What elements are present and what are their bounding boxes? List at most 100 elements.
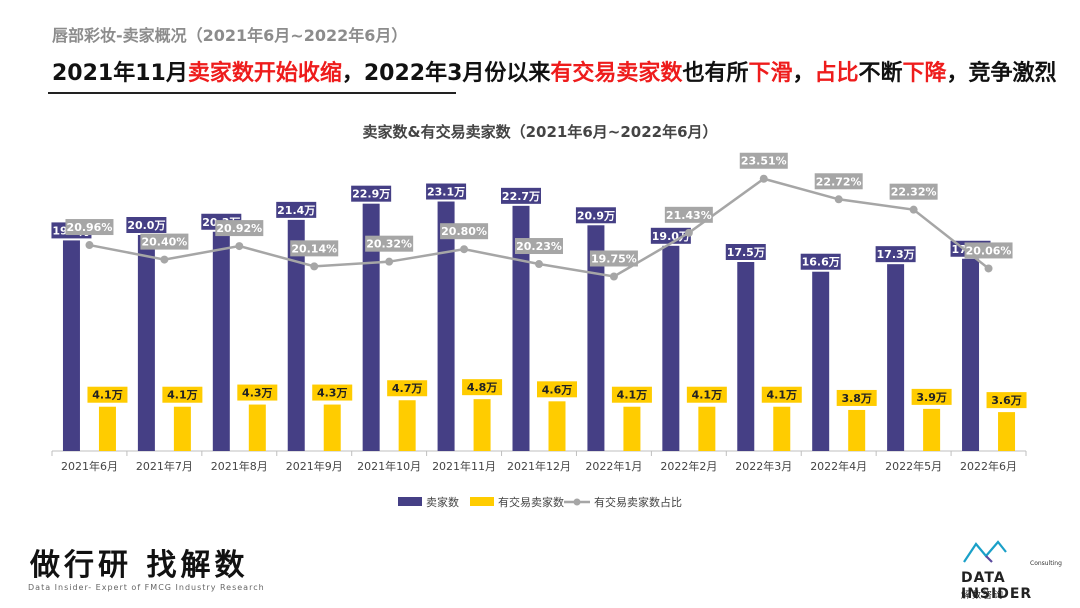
ratio-point bbox=[235, 242, 244, 251]
x-tick-label: 2021年9月 bbox=[286, 459, 343, 473]
data-label-ratio: 20.80% bbox=[441, 225, 487, 238]
bar-active-seller-count bbox=[923, 408, 941, 451]
legend-swatch-ratio-dot bbox=[573, 498, 581, 506]
data-label-box bbox=[290, 240, 339, 257]
data-label-box bbox=[312, 384, 353, 401]
data-label-seller-count: 22.7万 bbox=[502, 190, 540, 203]
data-label-box bbox=[65, 219, 114, 236]
data-label-seller-count: 17.3万 bbox=[877, 248, 915, 261]
data-label-box bbox=[276, 201, 317, 218]
headline-part: ，2022年3月份以来 bbox=[341, 61, 551, 86]
x-tick-label: 2022年6月 bbox=[960, 459, 1017, 473]
ratio-point bbox=[160, 255, 169, 264]
bar-seller-count bbox=[737, 262, 755, 451]
ratio-point bbox=[609, 272, 618, 281]
ratio-point bbox=[834, 195, 843, 204]
data-label-box bbox=[462, 379, 503, 396]
bar-active-seller-count bbox=[773, 406, 791, 451]
data-label-box bbox=[725, 244, 766, 260]
data-label-box bbox=[986, 392, 1027, 409]
data-label-active-seller-count: 4.1万 bbox=[767, 389, 798, 402]
data-label-active-seller-count: 3.6万 bbox=[991, 394, 1022, 407]
bar-active-seller-count bbox=[623, 406, 641, 451]
data-label-box bbox=[875, 246, 916, 263]
data-label-seller-count: 17.5万 bbox=[727, 246, 765, 259]
data-label-box bbox=[126, 217, 167, 233]
logo-cn: 解数咨询 bbox=[961, 591, 1006, 601]
data-label-box bbox=[351, 185, 392, 202]
data-label-seller-count: 23.1万 bbox=[427, 186, 465, 199]
bar-seller-count bbox=[287, 219, 305, 451]
bar-active-seller-count bbox=[398, 400, 416, 451]
bar-active-seller-count bbox=[998, 412, 1016, 451]
bar-active-seller-count bbox=[548, 401, 566, 451]
data-label-box bbox=[611, 386, 652, 403]
data-label-box bbox=[836, 389, 877, 406]
bar-active-seller-count bbox=[98, 406, 116, 451]
seller-count-chart: 卖家数&有交易卖家数（2021年6月~2022年6月）19.5万4.1万2021… bbox=[51, 123, 1027, 509]
data-label-ratio: 20.96% bbox=[67, 221, 113, 234]
data-label-seller-count: 20.9万 bbox=[577, 209, 615, 222]
data-label-box bbox=[387, 380, 428, 397]
headline-part: 下滑 bbox=[748, 61, 793, 86]
x-tick-label: 2022年4月 bbox=[810, 459, 867, 473]
ratio-point bbox=[310, 262, 319, 271]
bar-active-seller-count bbox=[248, 404, 266, 451]
bar-seller-count bbox=[212, 231, 230, 451]
data-label-box bbox=[739, 152, 788, 169]
data-label-active-seller-count: 4.7万 bbox=[392, 382, 423, 395]
x-tick-label: 2022年3月 bbox=[735, 459, 792, 473]
bar-seller-count bbox=[137, 235, 155, 451]
data-label-box bbox=[87, 386, 128, 403]
data-label-active-seller-count: 4.1万 bbox=[617, 389, 648, 402]
data-label-box bbox=[800, 253, 841, 270]
data-label-ratio: 23.51% bbox=[741, 155, 787, 168]
logo-consulting: Consulting bbox=[1030, 560, 1062, 567]
bar-active-seller-count bbox=[848, 409, 866, 451]
bar-seller-count bbox=[587, 225, 605, 451]
data-label-ratio: 21.43% bbox=[666, 209, 712, 222]
data-label-box bbox=[440, 223, 489, 240]
data-label-active-seller-count: 4.6万 bbox=[542, 383, 573, 396]
ratio-point bbox=[535, 260, 543, 269]
logo-brand: DATA INSIDER bbox=[961, 570, 1033, 602]
data-label-ratio: 20.32% bbox=[366, 238, 412, 251]
data-label-ratio: 20.06% bbox=[966, 244, 1012, 257]
data-insider-logo-icon bbox=[963, 540, 1007, 563]
data-label-box bbox=[686, 386, 727, 403]
bar-seller-count bbox=[362, 203, 380, 451]
data-label-box bbox=[761, 386, 802, 403]
x-tick-label: 2021年6月 bbox=[61, 459, 118, 473]
headline-part: 也有所 bbox=[682, 61, 749, 86]
data-label-box bbox=[162, 386, 203, 403]
ratio-point bbox=[759, 174, 768, 183]
data-label-seller-count: 16.6万 bbox=[802, 256, 840, 269]
data-label-seller-count: 20.0万 bbox=[127, 219, 165, 232]
bar-seller-count bbox=[512, 205, 530, 451]
data-label-box bbox=[814, 173, 863, 190]
x-tick-label: 2022年2月 bbox=[660, 459, 717, 473]
x-tick-label: 2021年8月 bbox=[211, 459, 268, 473]
headline-part: 有交易卖家数 bbox=[550, 61, 683, 86]
x-tick-label: 2021年10月 bbox=[357, 459, 421, 473]
headline-part: ， bbox=[792, 61, 815, 86]
x-tick-label: 2021年12月 bbox=[507, 459, 571, 473]
bar-seller-count bbox=[812, 271, 830, 451]
data-label-ratio: 20.40% bbox=[141, 236, 187, 249]
ratio-point bbox=[984, 264, 993, 273]
data-label-seller-count: 19.0万 bbox=[652, 230, 690, 243]
page-headline: 2021年11月卖家数开始收缩，2022年3月份以来有交易卖家数也有所下滑，占比… bbox=[52, 55, 1057, 87]
ratio-point bbox=[460, 245, 469, 254]
data-label-box bbox=[589, 250, 638, 267]
legend-label-active-seller-count: 有交易卖家数 bbox=[498, 495, 564, 509]
headline-part: 下降 bbox=[902, 61, 947, 86]
data-label-active-seller-count: 4.8万 bbox=[467, 381, 498, 394]
ratio-point bbox=[385, 257, 394, 266]
footer-slogan-sub: Data Insider- Expert of FMCG Industry Re… bbox=[28, 583, 265, 592]
ratio-point bbox=[684, 228, 693, 237]
bar-seller-count bbox=[437, 201, 455, 451]
data-label-ratio: 22.32% bbox=[891, 186, 937, 199]
bar-seller-count bbox=[62, 240, 80, 451]
bar-active-seller-count bbox=[698, 406, 716, 451]
data-label-seller-count: 22.9万 bbox=[352, 188, 390, 201]
